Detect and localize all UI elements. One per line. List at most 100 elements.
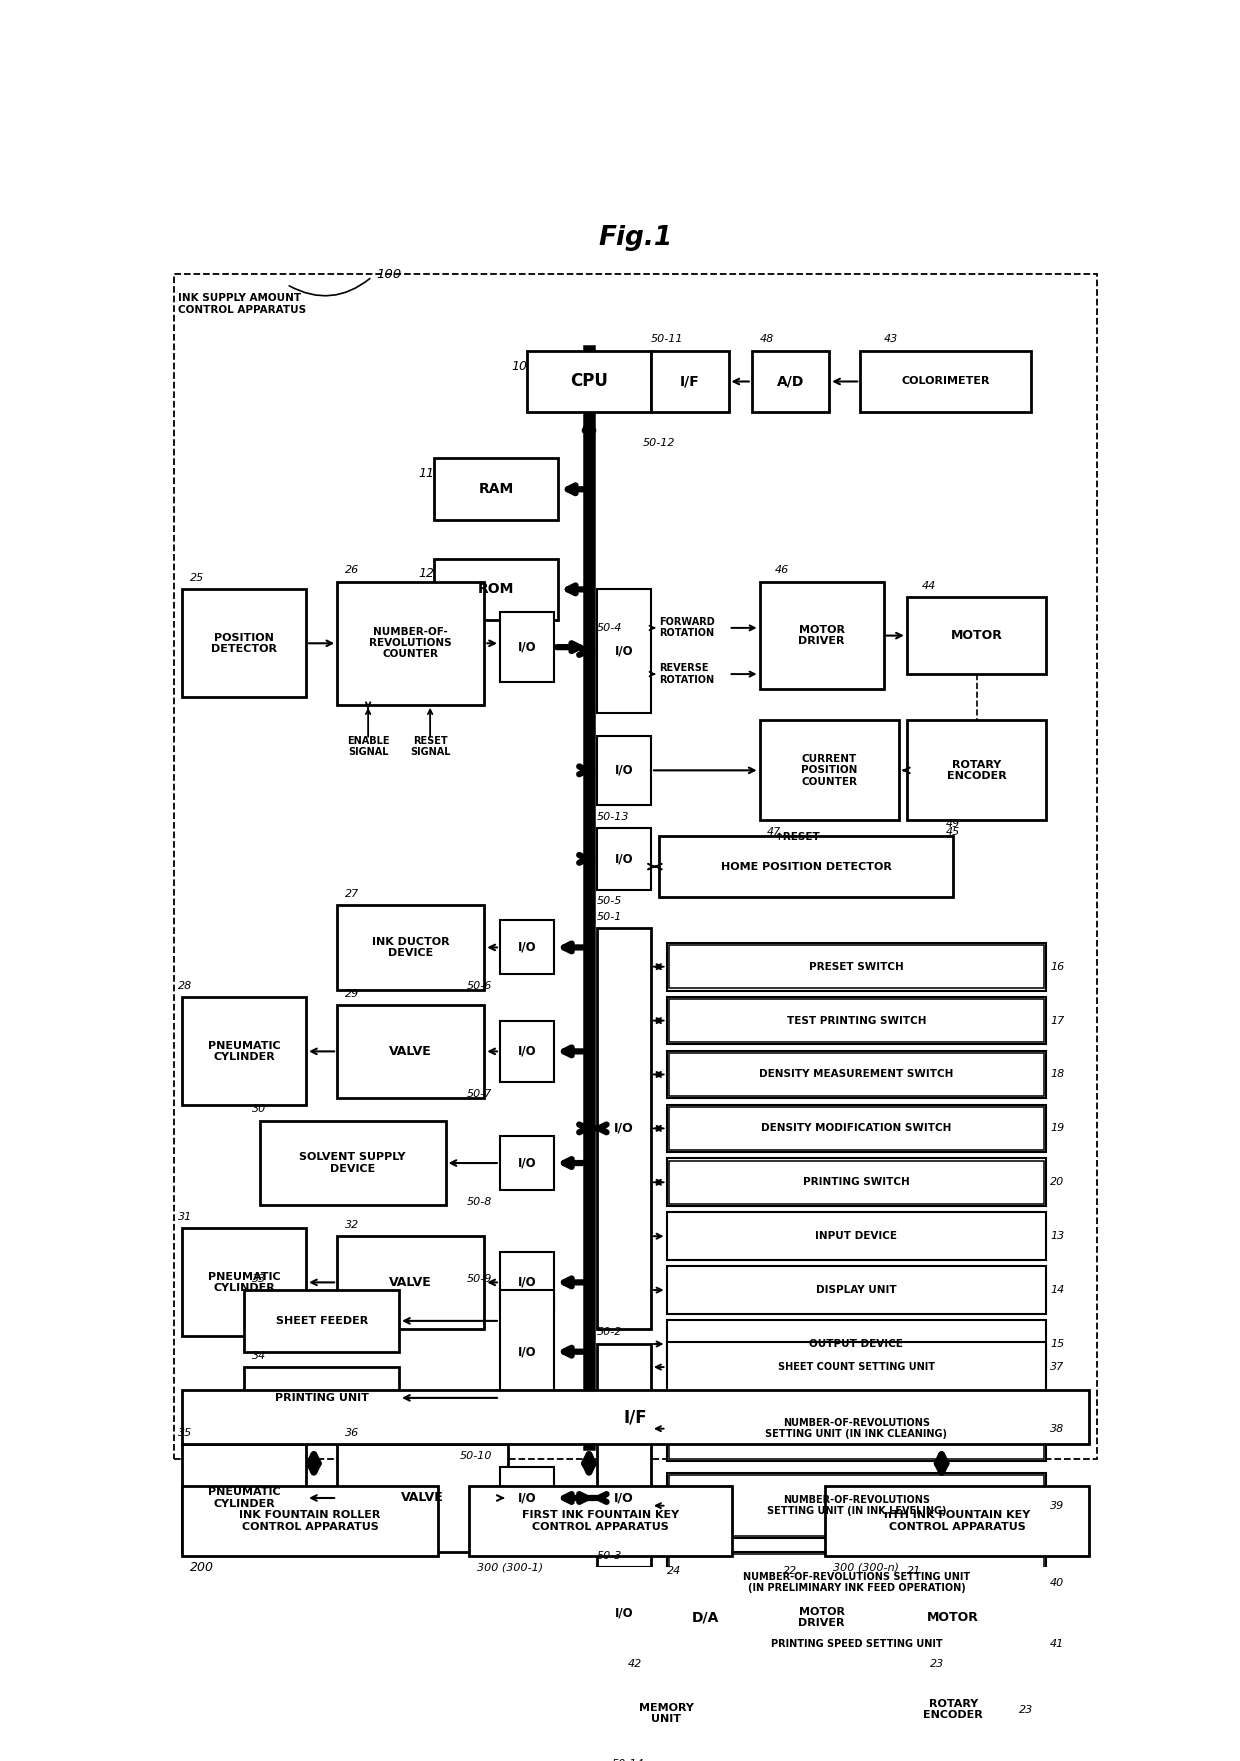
Bar [500,613,554,682]
Bar [668,1106,1044,1150]
Text: 47: 47 [768,828,781,836]
Bar [668,998,1044,1043]
Text: SHEET COUNT SETTING UNIT: SHEET COUNT SETTING UNIT [777,1361,935,1372]
Text: I/O: I/O [517,641,537,653]
Text: ROTARY
ENCODER: ROTARY ENCODER [946,759,1007,780]
Text: 24: 24 [667,1566,681,1576]
Bar [651,350,729,412]
Text: RAM: RAM [479,483,513,497]
Text: INK FOUNTAIN ROLLER
CONTROL APPARATUS: INK FOUNTAIN ROLLER CONTROL APPARATUS [239,1511,381,1532]
Text: I/O: I/O [517,1044,537,1058]
Text: 13: 13 [1050,1231,1064,1242]
Text: I/O: I/O [517,1492,537,1504]
Text: I/O: I/O [615,1608,634,1620]
Bar [337,1006,485,1097]
Bar [244,1367,399,1428]
Bar [759,581,883,690]
Text: I/F: I/F [680,375,699,389]
Bar [768,1583,875,1652]
Bar [337,1444,507,1551]
Bar [596,1567,651,1659]
Bar [337,905,485,990]
Bar [658,1583,751,1652]
Text: 50-2: 50-2 [596,1328,622,1337]
Bar [500,1291,554,1414]
Text: 15: 15 [1050,1338,1064,1349]
Text: PNEUMATIC
CYLINDER: PNEUMATIC CYLINDER [208,1041,280,1062]
Bar [906,597,1047,674]
Text: 33: 33 [252,1273,267,1284]
Bar [596,928,651,1328]
Text: COLORIMETER: COLORIMETER [901,377,990,386]
Text: 50-5: 50-5 [596,896,622,907]
Text: NUMBER-OF-REVOLUTIONS SETTING UNIT
(IN PRELIMINARY INK FEED OPERATION): NUMBER-OF-REVOLUTIONS SETTING UNIT (IN P… [743,1573,970,1594]
Text: 50-10: 50-10 [460,1451,492,1460]
Bar [668,1476,1044,1536]
Text: VALVE: VALVE [389,1044,432,1058]
Text: 35: 35 [179,1428,192,1437]
Text: 49: 49 [945,819,960,829]
Text: DENSITY MODIFICATION SWITCH: DENSITY MODIFICATION SWITCH [761,1124,951,1134]
Bar [500,1136,554,1190]
Text: I/O: I/O [615,764,634,777]
Bar [667,1159,1047,1206]
Text: 300 (300-1): 300 (300-1) [476,1562,543,1573]
Text: 50-14: 50-14 [613,1759,645,1761]
Text: RESET
SIGNAL: RESET SIGNAL [410,736,450,757]
Text: PRESET SWITCH: PRESET SWITCH [808,962,904,972]
Bar [667,1266,1047,1314]
Bar [182,590,306,697]
Text: CPU: CPU [570,373,608,391]
Text: 41: 41 [1050,1639,1064,1650]
Bar [667,942,1047,990]
Text: MOTOR: MOTOR [928,1611,980,1624]
Bar [861,350,1030,412]
Bar [469,1486,733,1555]
Text: PRINTING SPEED SETTING UNIT: PRINTING SPEED SETTING UNIT [770,1639,942,1650]
Bar [759,720,899,821]
Text: Fig.1: Fig.1 [599,225,672,252]
Bar [668,946,1044,988]
Text: I/O: I/O [517,1157,537,1169]
Bar [826,1486,1089,1555]
Bar [892,1675,1016,1745]
Text: DENSITY MEASUREMENT SWITCH: DENSITY MEASUREMENT SWITCH [759,1069,954,1079]
Text: REVERSE
ROTATION: REVERSE ROTATION [658,664,714,685]
Text: MOTOR
DRIVER: MOTOR DRIVER [799,625,844,646]
Text: I/O: I/O [614,1492,634,1504]
Bar [751,350,830,412]
Text: 42: 42 [627,1659,642,1668]
Text: 30: 30 [252,1104,267,1115]
Text: 21: 21 [906,1566,921,1576]
Text: 12: 12 [419,567,434,581]
Text: 50-1: 50-1 [596,912,622,921]
Bar [337,1236,485,1328]
Text: VALVE: VALVE [389,1277,432,1289]
Text: ROTARY
ENCODER: ROTARY ENCODER [924,1699,983,1720]
Text: FORWARD
ROTATION: FORWARD ROTATION [658,618,714,639]
Bar [500,921,554,974]
Text: PRINTING UNIT: PRINTING UNIT [275,1393,368,1404]
Bar [596,736,651,805]
Text: 32: 32 [345,1220,360,1229]
Text: 26: 26 [345,565,360,576]
Text: 34: 34 [252,1351,267,1361]
Bar [667,1104,1047,1152]
Text: 39: 39 [1050,1500,1064,1511]
Text: 50-3: 50-3 [596,1551,622,1560]
Text: 50-4: 50-4 [596,623,622,632]
Text: 43: 43 [883,335,898,343]
Text: 22: 22 [782,1566,797,1576]
Text: MEMORY
UNIT: MEMORY UNIT [639,1703,694,1724]
Text: SOLVENT SUPPLY
DEVICE: SOLVENT SUPPLY DEVICE [299,1152,405,1173]
Text: 23: 23 [1019,1705,1033,1715]
Text: 25: 25 [190,572,205,583]
Bar [596,828,651,889]
Text: 16: 16 [1050,962,1064,972]
Text: TEST PRINTING SWITCH: TEST PRINTING SWITCH [786,1016,926,1025]
Text: NUMBER-OF-REVOLUTIONS
SETTING UNIT (IN INK LEVELING): NUMBER-OF-REVOLUTIONS SETTING UNIT (IN I… [766,1495,946,1516]
Bar [667,1051,1047,1099]
Text: DISPLAY UNIT: DISPLAY UNIT [816,1286,897,1294]
Text: VALVE: VALVE [401,1492,444,1504]
Text: 19: 19 [1050,1124,1064,1134]
